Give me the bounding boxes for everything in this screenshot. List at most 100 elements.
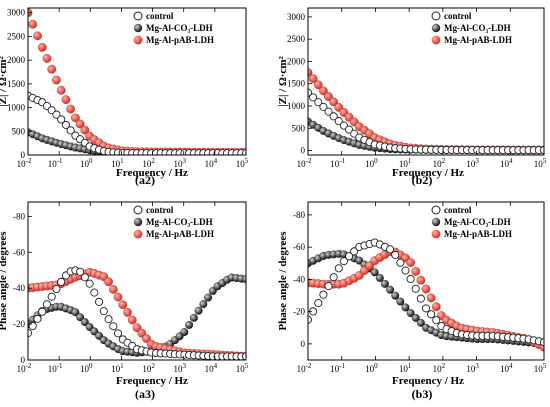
y-tick-label: 0 <box>21 355 26 365</box>
data-point <box>411 313 420 322</box>
x-tick-label: 100 <box>365 362 378 374</box>
x-tick-label: 100 <box>80 362 93 374</box>
plot-frame <box>307 201 545 361</box>
data-point <box>391 291 400 300</box>
x-tick-exponent: 3 <box>182 157 186 165</box>
x-tick-base: 10 <box>48 364 58 374</box>
x-tick-exponent: -1 <box>339 157 345 165</box>
x-axis-label: Frequency / Hz <box>392 167 464 179</box>
y-tick-label: -20 <box>13 319 25 329</box>
data-point <box>57 115 66 124</box>
data-point <box>85 279 94 288</box>
x-tick-exponent: 3 <box>475 157 479 165</box>
x-tick-base: 10 <box>80 159 90 169</box>
x-tick-label: 10-2 <box>297 362 312 374</box>
x-tick-exponent: 5 <box>245 362 249 370</box>
data-point <box>28 19 38 29</box>
x-tick-exponent: 0 <box>89 362 93 370</box>
data-point <box>396 258 405 267</box>
y-axis-label: Phase angle / degrees <box>0 231 9 331</box>
x-tick-label: 100 <box>80 157 93 169</box>
data-point <box>432 316 441 325</box>
data-markers <box>308 68 544 155</box>
plot-frame <box>307 7 545 156</box>
legend-marker-red <box>431 35 441 45</box>
data-point <box>180 328 189 337</box>
data-point <box>76 267 85 276</box>
x-tick-label: 10-1 <box>48 362 63 374</box>
panel-tag: (b2) <box>412 173 433 187</box>
x-tick-label: 10-2 <box>17 362 32 374</box>
plot-frame <box>27 201 247 361</box>
data-point <box>319 290 328 299</box>
data-point <box>308 315 313 324</box>
data-point <box>375 274 384 282</box>
x-tick-exponent: -2 <box>306 362 312 370</box>
data-point <box>28 329 33 338</box>
x-tick-label: 103 <box>173 157 186 169</box>
data-point <box>324 281 333 291</box>
y-tick-label: 1500 <box>7 79 26 89</box>
legend-label: Mg-Al-CO₃-LDH <box>146 217 213 227</box>
data-point <box>199 300 208 309</box>
series-open <box>28 266 246 360</box>
data-point <box>308 68 313 77</box>
data-point <box>309 93 318 102</box>
x-tick-exponent: 5 <box>543 362 547 370</box>
x-tick-exponent: 3 <box>182 362 186 370</box>
x-tick-exponent: 2 <box>151 362 155 370</box>
data-point <box>344 252 354 261</box>
legend-label: control <box>444 11 472 21</box>
y-tick-label: 1000 <box>7 103 26 113</box>
data-point <box>431 302 441 312</box>
data-point <box>118 300 128 310</box>
y-tick-label: 2000 <box>7 55 26 65</box>
data-point <box>194 306 203 315</box>
data-point <box>137 328 147 338</box>
y-tick-label: -80 <box>293 210 305 220</box>
data-point <box>76 313 85 322</box>
x-tick-base: 10 <box>48 159 58 169</box>
x-tick-label: 103 <box>173 362 186 374</box>
x-tick-label: 104 <box>205 157 218 169</box>
data-point <box>52 75 61 85</box>
x-tick-label: 104 <box>205 362 218 374</box>
x-axis-label: Frequency / Hz <box>116 375 188 387</box>
data-point <box>71 308 80 317</box>
data-point <box>33 31 42 41</box>
data-point <box>123 308 132 317</box>
data-point <box>406 309 415 317</box>
legend-marker-open <box>431 205 441 215</box>
legend-marker-red <box>133 229 143 239</box>
y-tick-label: 500 <box>12 126 26 136</box>
legend-marker-open <box>133 205 143 215</box>
x-tick-exponent: -1 <box>339 362 345 370</box>
data-point <box>28 321 37 331</box>
y-axis-label: Phase angle / degrees <box>277 231 289 331</box>
x-tick-exponent: -2 <box>26 157 32 165</box>
x-tick-base: 10 <box>500 364 510 374</box>
panel-b3: 10-2 10-1 100 101 102 103 104 1050-20-40-60-80P… <box>277 201 547 401</box>
data-point <box>113 292 123 302</box>
x-tick-exponent: 2 <box>442 362 446 370</box>
data-markers <box>308 238 544 352</box>
legend-marker-black <box>133 217 143 227</box>
data-point <box>411 267 421 276</box>
legend-label: Mg-Al-pAB-LDH <box>146 229 214 239</box>
x-tick-base: 10 <box>466 364 476 374</box>
data-point <box>416 294 425 303</box>
data-point <box>108 285 118 294</box>
x-tick-label: 100 <box>365 157 378 169</box>
data-point <box>411 284 420 293</box>
x-tick-label: 102 <box>142 362 155 374</box>
data-point <box>334 103 344 112</box>
data-point <box>308 74 318 84</box>
data-point <box>85 323 94 331</box>
data-point <box>57 277 66 286</box>
x-tick-base: 10 <box>365 159 375 169</box>
x-tick-label: 101 <box>399 362 412 374</box>
data-point <box>204 293 213 302</box>
x-tick-base: 10 <box>173 364 183 374</box>
legend-marker-black <box>431 23 441 33</box>
legend-label: Mg-Al-pAB-LDH <box>146 35 214 45</box>
